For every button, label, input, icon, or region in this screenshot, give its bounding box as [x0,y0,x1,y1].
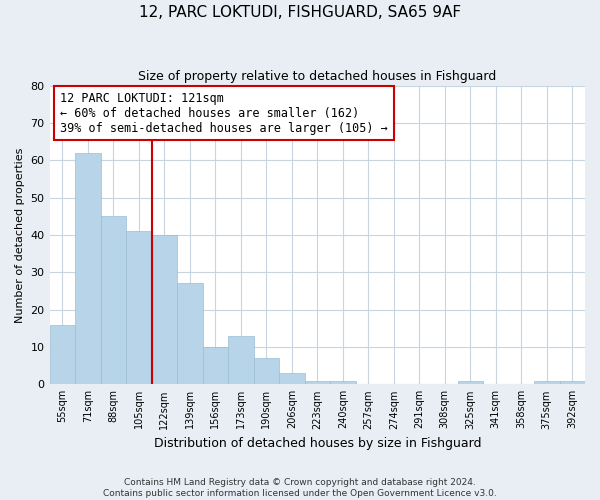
Bar [177,284,203,384]
Bar [101,216,126,384]
Bar [279,373,305,384]
Bar [75,153,101,384]
Y-axis label: Number of detached properties: Number of detached properties [15,147,25,322]
Text: 12 PARC LOKTUDI: 121sqm
← 60% of detached houses are smaller (162)
39% of semi-d: 12 PARC LOKTUDI: 121sqm ← 60% of detache… [60,92,388,134]
Bar [50,324,75,384]
Bar [203,347,228,385]
Text: Contains HM Land Registry data © Crown copyright and database right 2024.
Contai: Contains HM Land Registry data © Crown c… [103,478,497,498]
Bar [152,235,177,384]
Title: Size of property relative to detached houses in Fishguard: Size of property relative to detached ho… [138,70,496,83]
Text: 12, PARC LOKTUDI, FISHGUARD, SA65 9AF: 12, PARC LOKTUDI, FISHGUARD, SA65 9AF [139,5,461,20]
Bar [228,336,254,384]
Bar [560,380,585,384]
Bar [126,231,152,384]
Bar [305,380,330,384]
X-axis label: Distribution of detached houses by size in Fishguard: Distribution of detached houses by size … [154,437,481,450]
Bar [330,380,356,384]
Bar [458,380,483,384]
Bar [534,380,560,384]
Bar [254,358,279,384]
